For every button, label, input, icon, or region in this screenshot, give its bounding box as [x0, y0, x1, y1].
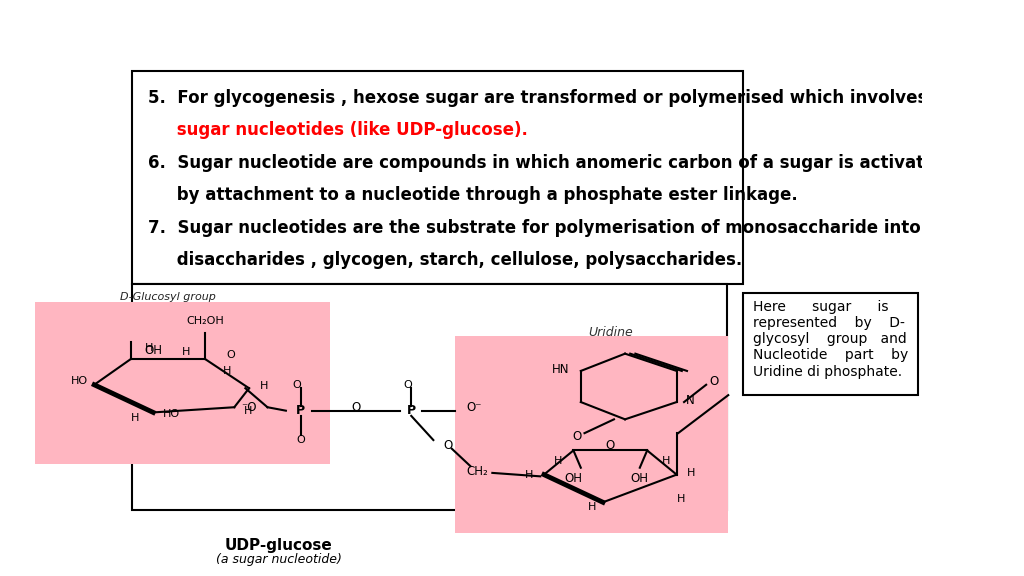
Text: OH: OH [631, 472, 649, 484]
Text: P: P [296, 404, 305, 417]
Text: D-Glucosyl group: D-Glucosyl group [120, 291, 216, 302]
Text: H: H [677, 494, 685, 504]
Text: OH: OH [564, 472, 583, 484]
Text: H: H [223, 366, 231, 376]
Text: disaccharides , glycogen, starch, cellulose, polysaccharides.: disaccharides , glycogen, starch, cellul… [147, 251, 742, 269]
Text: Uridine: Uridine [588, 327, 633, 339]
Text: H: H [525, 469, 534, 480]
Text: H: H [662, 456, 671, 466]
FancyBboxPatch shape [456, 336, 728, 533]
FancyBboxPatch shape [132, 284, 727, 510]
FancyBboxPatch shape [132, 71, 743, 284]
Text: N: N [685, 394, 694, 407]
Text: ⁻O: ⁻O [242, 401, 257, 414]
Text: CH₂OH: CH₂OH [186, 316, 223, 326]
Text: CH₂: CH₂ [467, 465, 488, 478]
Text: O⁻: O⁻ [467, 401, 482, 414]
Text: HO: HO [71, 376, 88, 386]
Text: Here      sugar      is
represented    by    D-
glycosyl    group   and
Nucleoti: Here sugar is represented by D- glycosyl… [753, 300, 908, 378]
Text: O: O [443, 439, 453, 452]
Text: 6.  Sugar nucleotide are compounds in which anomeric carbon of a sugar is activa: 6. Sugar nucleotide are compounds in whi… [147, 154, 947, 172]
Text: H: H [588, 502, 596, 513]
Text: H: H [687, 468, 695, 478]
Text: H: H [260, 381, 268, 392]
Text: P: P [407, 404, 416, 417]
Text: H: H [182, 347, 190, 357]
Text: 7.  Sugar nucleotides are the substrate for polymerisation of monosaccharide int: 7. Sugar nucleotides are the substrate f… [147, 218, 921, 237]
Text: H: H [245, 406, 253, 416]
Text: O: O [296, 435, 305, 445]
Text: sugar nucleotides (like UDP-glucose).: sugar nucleotides (like UDP-glucose). [147, 122, 527, 139]
Text: OH: OH [144, 344, 162, 357]
Text: 5.  For glycogenesis , hexose sugar are transformed or polymerised which involve: 5. For glycogenesis , hexose sugar are t… [147, 89, 927, 107]
FancyBboxPatch shape [743, 293, 918, 395]
Text: UDP-glucose: UDP-glucose [224, 538, 333, 553]
Text: O: O [403, 380, 412, 390]
Text: O: O [709, 375, 718, 388]
Text: H: H [554, 456, 562, 466]
Text: HO: HO [163, 409, 180, 419]
Text: O: O [226, 350, 234, 361]
Text: O: O [351, 401, 360, 414]
Text: (a sugar nucleotide): (a sugar nucleotide) [216, 553, 341, 566]
Text: O: O [605, 439, 615, 452]
Text: HN: HN [552, 363, 569, 376]
Text: by attachment to a nucleotide through a phosphate ester linkage.: by attachment to a nucleotide through a … [147, 186, 798, 204]
Text: H: H [131, 412, 139, 423]
Text: O: O [572, 430, 582, 443]
FancyBboxPatch shape [35, 302, 330, 464]
Text: H: H [145, 343, 154, 354]
Text: O: O [293, 380, 301, 390]
